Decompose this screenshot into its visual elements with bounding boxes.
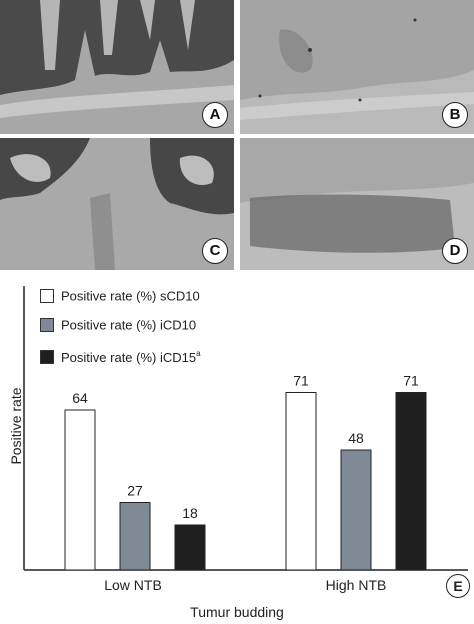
legend-label-icd10: Positive rate (%) iCD10 xyxy=(61,317,197,333)
histology-image-d xyxy=(240,138,474,270)
data-label-0-0: 64 xyxy=(72,390,88,406)
bar-0-2 xyxy=(174,524,206,571)
panel-label-e: E xyxy=(446,574,470,598)
legend-label-icd15: Positive rate (%) iCD15 xyxy=(61,349,197,365)
histology-image-c xyxy=(0,138,234,270)
panel-label-b: B xyxy=(442,102,468,128)
legend-superscript-icd15: a xyxy=(196,349,201,358)
histology-panel-c: C xyxy=(0,138,234,270)
histology-panel-d: D xyxy=(240,138,474,270)
histology-panel-a: A xyxy=(0,0,234,134)
legend-item-icd10: Positive rate (%) iCD10 xyxy=(40,316,196,334)
data-label-1-0: 71 xyxy=(293,373,309,389)
legend-item-scd10: Positive rate (%) sCD10 xyxy=(40,287,200,305)
bar-1-0 xyxy=(285,392,317,571)
category-label-low-ntb: Low NTB xyxy=(104,577,162,593)
legend-swatch-icd10 xyxy=(40,317,54,332)
legend-swatch-icd15 xyxy=(40,349,54,364)
legend-swatch-scd10 xyxy=(40,288,54,303)
legend-item-icd15: Positive rate (%) iCD15a xyxy=(40,345,201,365)
data-label-0-2: 18 xyxy=(182,505,198,521)
bar-0-0 xyxy=(64,409,96,571)
histology-panel-b: B xyxy=(240,0,474,134)
data-label-1-1: 48 xyxy=(348,430,364,446)
histology-image-b xyxy=(240,0,474,134)
panel-label-a: A xyxy=(202,102,228,128)
data-label-0-1: 27 xyxy=(127,483,143,499)
legend-label-scd10: Positive rate (%) sCD10 xyxy=(61,288,200,304)
bar-0-1 xyxy=(119,502,151,571)
bar-chart: 64 27 18 71 48 71 xyxy=(23,286,468,571)
bar-1-2 xyxy=(395,392,427,571)
bar-1-1 xyxy=(340,449,372,571)
panel-label-c: C xyxy=(202,238,228,264)
x-axis-label: Tumur budding xyxy=(190,604,284,620)
category-label-high-ntb: High NTB xyxy=(325,577,387,593)
histology-image-a xyxy=(0,0,234,134)
data-label-1-2: 71 xyxy=(403,373,419,389)
panel-label-d: D xyxy=(442,238,468,264)
